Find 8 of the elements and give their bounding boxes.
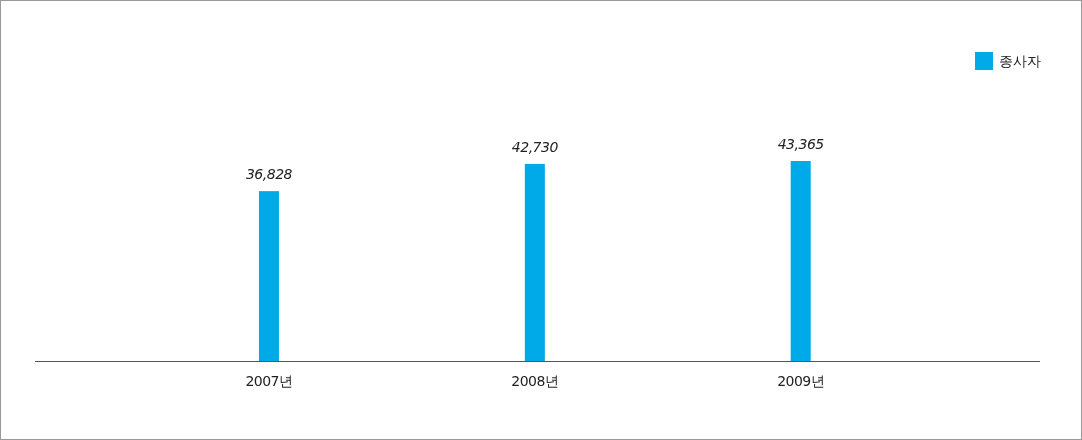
x-tick-label: 2009년	[777, 373, 825, 389]
x-tick-label: 2007년	[245, 373, 293, 389]
legend: 종사자	[975, 52, 1041, 70]
data-label: 36,828	[245, 166, 293, 183]
data-label: 43,365	[777, 136, 825, 152]
data-label: 42,730	[511, 138, 559, 155]
x-tick-label: 2008년	[511, 373, 559, 389]
legend-label: 종사자	[999, 53, 1041, 69]
